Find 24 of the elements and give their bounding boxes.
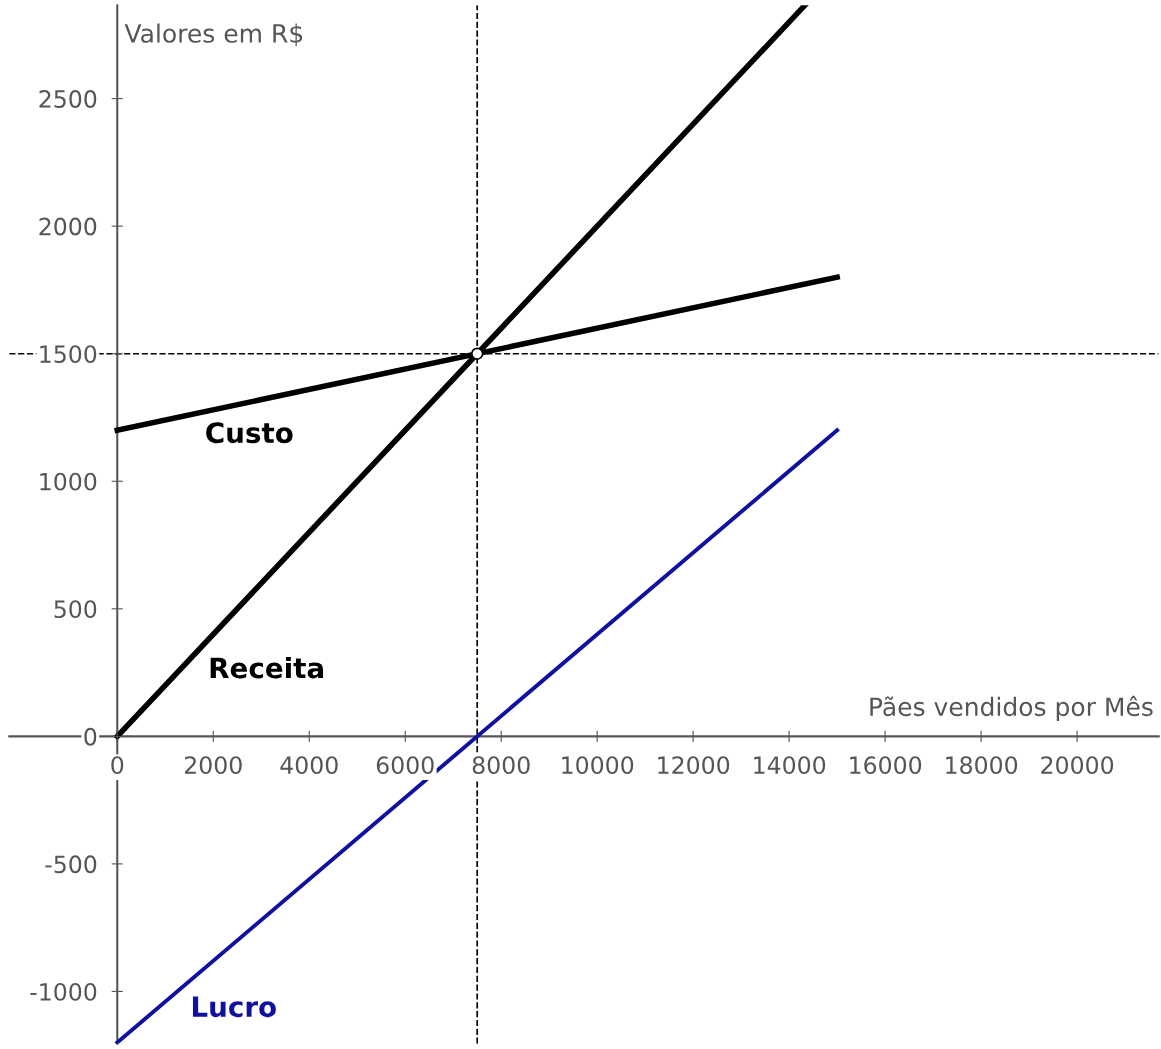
y-tick-label: 500 bbox=[54, 600, 97, 619]
x-tick-label: 6000 bbox=[376, 756, 434, 775]
series-label: Custo bbox=[206, 422, 293, 444]
y-tick-label: 2000 bbox=[39, 217, 97, 236]
y-tick-label: -1000 bbox=[30, 982, 97, 1001]
x-tick-label: 8000 bbox=[472, 756, 530, 775]
x-tick-label: 0 bbox=[111, 756, 124, 775]
series-label: Lucro bbox=[192, 996, 276, 1018]
x-tick-label: 16000 bbox=[850, 756, 922, 775]
x-tick-label: 10000 bbox=[562, 756, 634, 775]
y-tick-label: -500 bbox=[45, 855, 97, 874]
series-label: Receita bbox=[210, 656, 324, 679]
x-tick-label: 14000 bbox=[754, 756, 826, 775]
y-axis-title: Valores em R$ bbox=[124, 23, 303, 47]
x-tick-label: 18000 bbox=[946, 756, 1018, 775]
x-tick-label: 20000 bbox=[1041, 756, 1114, 775]
y-tick-label: 1000 bbox=[40, 472, 97, 491]
y-tick-label: 2500 bbox=[39, 90, 97, 108]
y-tick-label: 0 bbox=[84, 727, 97, 746]
x-tick-label: 2000 bbox=[184, 756, 242, 775]
x-tick-label: 12000 bbox=[658, 756, 730, 775]
x-axis-title: Pães vendidos por Mês bbox=[870, 695, 1153, 722]
y-tick-label: 1500 bbox=[40, 345, 97, 364]
x-tick-label: 4000 bbox=[280, 756, 338, 775]
